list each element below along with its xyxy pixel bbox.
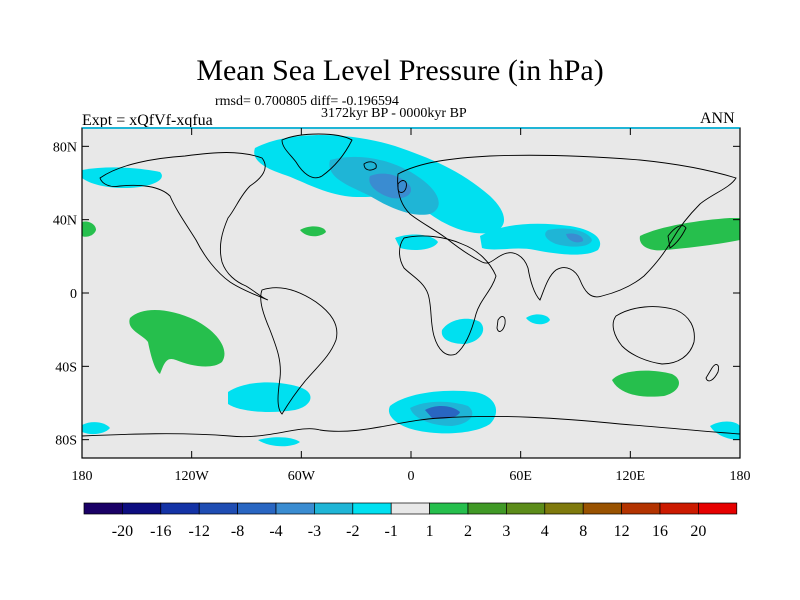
- colorbar-swatch: [698, 502, 738, 515]
- lat-tick-label: 40S: [55, 360, 77, 375]
- colorbar-label: -20: [112, 523, 133, 540]
- anomaly-fills: [82, 135, 740, 447]
- period-text: 3172kyr BP - 0000kyr BP: [321, 106, 467, 121]
- anomaly-madagascar: [526, 314, 550, 325]
- colorbar-label: 3: [502, 523, 510, 540]
- colorbar-swatch: [659, 502, 699, 515]
- colorbar-swatch: [390, 502, 430, 515]
- colorbar-swatch: [582, 502, 622, 515]
- colorbar-label: 1: [426, 523, 434, 540]
- lat-tick-label: 0: [70, 287, 77, 302]
- lon-tick-label: 120W: [175, 469, 210, 484]
- anomaly-dateline-positive: [82, 221, 96, 237]
- anomaly-eastern-pacific-positive: [300, 226, 326, 237]
- colorbar-label: -1: [385, 523, 398, 540]
- lat-tick-label: 80S: [55, 434, 77, 449]
- colorbar-label: 16: [652, 523, 668, 540]
- coast-eurasia: [397, 154, 737, 301]
- lon-tick-label: 180: [730, 469, 751, 484]
- colorbar-swatch: [467, 502, 507, 515]
- coast-antarctica: [82, 415, 740, 438]
- colorbar-label: -3: [308, 523, 321, 540]
- anomaly-southern-ocean-africa-core: [425, 406, 460, 419]
- coast-iceland: [363, 161, 377, 171]
- lat-tick-label: 40N: [53, 214, 77, 229]
- map-plot-area: [82, 128, 740, 458]
- colorbar-label: -16: [150, 523, 171, 540]
- axis-ticks: [81, 128, 741, 458]
- colorbar-swatch: [429, 502, 469, 515]
- colorbar-swatch: [314, 502, 354, 515]
- lon-tick-label: 180: [72, 469, 93, 484]
- colorbar-swatch: [237, 502, 277, 515]
- coast-north-america: [99, 152, 269, 301]
- colorbar-swatch: [198, 502, 238, 515]
- colorbar-label: 12: [614, 523, 630, 540]
- colorbar: -20 -16 -12 -8 -4 -3 -2 -1 1 2 3 4 8 12 16 20: [83, 502, 738, 540]
- coast-south-america: [260, 287, 338, 415]
- anomaly-ross-sea: [82, 422, 110, 435]
- coast-japan: [667, 225, 687, 249]
- colorbar-label: 4: [541, 523, 549, 540]
- anomaly-northwest-pacific-positive: [639, 218, 740, 251]
- colorbar-swatch: [544, 502, 584, 515]
- anomaly-south-america-south: [228, 382, 311, 412]
- anomaly-north-pacific: [82, 167, 162, 188]
- colorbar-label: 8: [579, 523, 587, 540]
- coastlines: [82, 133, 740, 438]
- colorbar-label: -12: [189, 523, 210, 540]
- anomaly-indian-ocean-positive: [612, 370, 679, 397]
- coast-madagascar: [496, 316, 506, 332]
- anomaly-antarctic-east: [710, 421, 740, 440]
- colorbar-swatch: [83, 502, 123, 515]
- colorbar-swatch: [352, 502, 392, 515]
- coast-africa: [399, 235, 497, 356]
- colorbar-swatch: [160, 502, 200, 515]
- colorbar-swatch: [122, 502, 162, 515]
- coast-british-isles: [397, 180, 407, 193]
- lon-tick-label: 60W: [288, 469, 316, 484]
- axis-labels: 80N 40N 0 40S 80S 180 120W 60W 0 60E 120E 180: [53, 140, 751, 484]
- colorbar-swatch: [275, 502, 315, 515]
- lon-tick-label: 60E: [509, 469, 532, 484]
- colorbar-label: -8: [231, 523, 244, 540]
- colorbar-label: 2: [464, 523, 472, 540]
- colorbar-swatch: [506, 502, 546, 515]
- anomaly-antarctic-west: [258, 437, 300, 447]
- colorbar-label: -4: [269, 523, 282, 540]
- anomaly-central-asia-inner: [566, 233, 584, 243]
- lon-tick-label: 0: [408, 469, 415, 484]
- colorbar-label: 20: [690, 523, 706, 540]
- lat-tick-label: 80N: [53, 140, 77, 155]
- coast-australia: [612, 306, 695, 365]
- stats-text: rmsd= 0.700805 diff= -0.196594: [215, 94, 399, 109]
- colorbar-swatch: [621, 502, 661, 515]
- coast-new-zealand: [705, 364, 719, 382]
- colorbar-label: -2: [346, 523, 359, 540]
- anomaly-arabia: [395, 234, 438, 250]
- chart-title: Mean Sea Level Pressure (in hPa): [196, 54, 604, 87]
- experiment-label: Expt = xQfVf-xqfua: [82, 112, 213, 129]
- coast-greenland: [281, 133, 353, 179]
- lon-tick-label: 120E: [616, 469, 646, 484]
- season-label: ANN: [700, 110, 735, 127]
- anomaly-south-pacific-positive: [129, 309, 225, 374]
